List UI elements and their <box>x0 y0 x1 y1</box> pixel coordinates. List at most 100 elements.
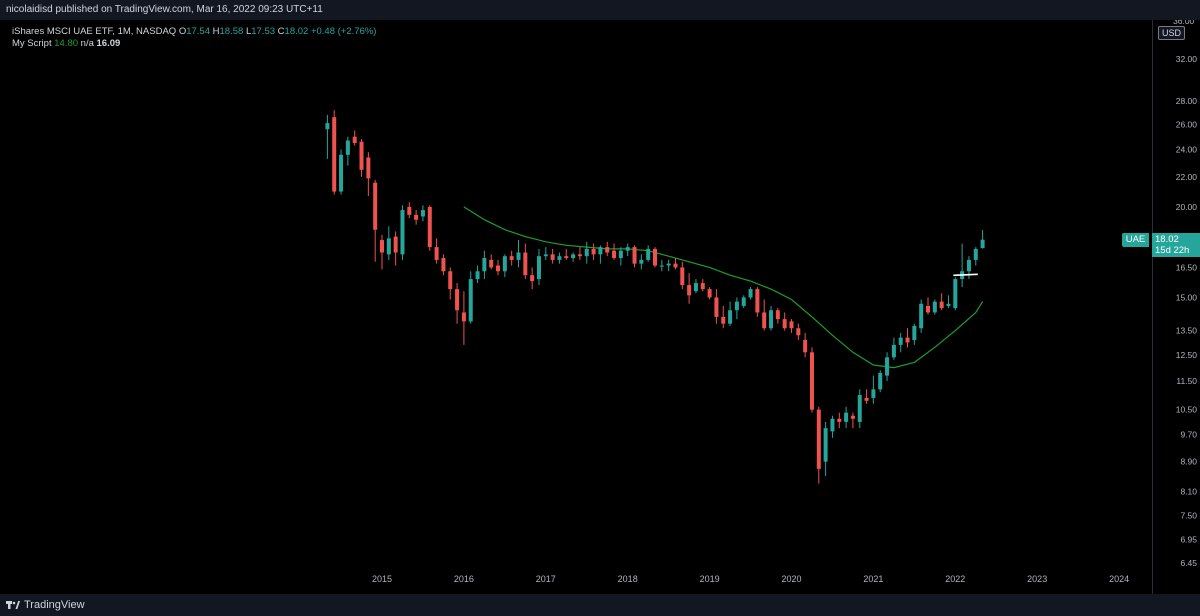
candle-body <box>598 247 603 255</box>
candle-body <box>871 389 876 398</box>
x-tick-label: 2023 <box>1027 574 1047 584</box>
price-axis-labels: 36.00 32.00 28.00 26.00 24.00 22.00 20.00 16.50… <box>1173 16 1198 568</box>
candle-body <box>489 259 494 268</box>
candle-body <box>332 117 337 192</box>
candle-body <box>509 256 514 260</box>
price-tick-label: 9.70 <box>1180 430 1197 440</box>
x-tick-label: 2017 <box>536 574 556 584</box>
candle-body <box>728 310 733 324</box>
candle-body <box>734 301 739 311</box>
price-tick-label: 22.00 <box>1176 172 1198 182</box>
tradingview-brand: TradingView <box>24 599 85 611</box>
candle-body <box>468 279 473 322</box>
candle-body <box>577 254 582 257</box>
publisher-bar: nicolaidisd published on TradingView.com… <box>0 0 1200 20</box>
candle-body <box>666 263 671 266</box>
candle-body <box>905 337 910 343</box>
price-tag-countdown: 15d 22h <box>1155 245 1190 256</box>
candle-body <box>516 252 521 260</box>
candle-body <box>707 289 712 298</box>
indicator-legend[interactable]: My Script 14.80 n/a 16.09 <box>12 38 120 49</box>
candle-body <box>926 305 930 313</box>
price-tick-label: 8.90 <box>1180 457 1197 467</box>
candle-body <box>769 310 774 329</box>
price-tick-label: 6.45 <box>1180 558 1197 568</box>
candle-body <box>325 123 330 130</box>
candle-body <box>366 157 371 179</box>
price-axis[interactable]: 36.00 32.00 28.00 26.00 24.00 22.00 20.00 16.50… <box>1152 16 1200 594</box>
candle-body <box>687 285 692 296</box>
candle-body <box>393 236 398 253</box>
candle-body <box>912 325 917 341</box>
candle-body <box>557 256 562 260</box>
x-tick-label: 2019 <box>700 574 720 584</box>
candle-body <box>448 271 453 290</box>
candle-body <box>386 238 391 255</box>
price-tick-label: 26.00 <box>1176 119 1198 129</box>
x-tick-label: 2015 <box>372 574 392 584</box>
candlestick-chart: 2015 2016 2017 2018 2019 2020 2021 2022 2023 2024 <box>325 110 1129 584</box>
candle-body <box>932 301 937 313</box>
candle-body <box>748 289 753 298</box>
candle-body <box>885 357 890 376</box>
candle-body <box>803 340 808 353</box>
candle-body <box>878 372 883 390</box>
candle-body <box>455 289 460 311</box>
candle-body <box>441 258 446 272</box>
candle-body <box>400 210 405 255</box>
candle-body <box>857 395 862 422</box>
indicator-value-1: 14.80 <box>54 38 79 49</box>
candle-body <box>373 182 378 230</box>
horizontal-ray <box>953 273 978 277</box>
candle-body <box>693 283 698 292</box>
price-tick-label: 8.10 <box>1180 486 1197 496</box>
candle-body <box>823 428 828 462</box>
candle-body <box>564 256 569 259</box>
chart-pane[interactable]: 2015 2016 2017 2018 2019 2020 2021 2022 2023 2024… <box>0 20 1152 594</box>
open-label: O <box>178 26 187 37</box>
candle-body <box>816 409 821 469</box>
price-tick-label: 28.00 <box>1176 96 1198 106</box>
price-tick-label: 32.00 <box>1176 54 1198 64</box>
candle-body <box>523 252 528 276</box>
price-tick-label: 36.00 <box>1173 20 1195 26</box>
change-value: +0.48 (+2.76%) <box>310 26 377 37</box>
publisher-text: nicolaidisd published on TradingView.com… <box>6 4 323 15</box>
candle-body <box>639 259 644 264</box>
indicator-name: My Script <box>12 38 52 49</box>
indicator-value-3: 16.09 <box>96 38 121 49</box>
candle-body <box>850 415 855 419</box>
candle-body <box>700 283 705 290</box>
currency-badge[interactable]: USD <box>1158 26 1186 40</box>
candle-body <box>530 275 535 282</box>
candle-body <box>584 248 589 257</box>
candle-body <box>345 140 350 155</box>
candle-body <box>461 312 466 322</box>
candle-body <box>864 397 869 401</box>
x-tick-label: 2022 <box>945 574 965 584</box>
candle-body <box>434 247 439 260</box>
candle-body <box>632 247 637 264</box>
candle-body <box>919 303 924 329</box>
candle-body <box>536 256 541 280</box>
candle-body <box>673 263 678 268</box>
candle-body <box>380 240 384 253</box>
indicator-value-2: n/a <box>80 38 94 49</box>
candle-body <box>659 265 664 267</box>
symbol-legend: iShares MSCI UAE ETF, 1M, NASDAQ O17.54 … <box>12 26 376 37</box>
x-tick-label: 2016 <box>454 574 474 584</box>
price-tick-label: 12.50 <box>1176 350 1198 360</box>
candle-body <box>414 214 419 220</box>
open-value: 17.54 <box>186 26 210 37</box>
price-tick-label: 20.00 <box>1176 202 1198 212</box>
tradingview-logo-icon <box>6 601 20 609</box>
x-tick-label: 2024 <box>1109 574 1129 584</box>
candle-body <box>571 254 576 259</box>
tradingview-logo[interactable]: TradingView <box>6 599 85 611</box>
candle-body <box>939 301 944 309</box>
candle-body <box>782 319 787 329</box>
price-tick-label: 15.00 <box>1176 292 1198 302</box>
symbol-title: iShares MSCI UAE ETF, 1M, NASDAQ <box>12 26 177 37</box>
candle-body <box>789 321 794 329</box>
candle-body <box>809 352 814 410</box>
